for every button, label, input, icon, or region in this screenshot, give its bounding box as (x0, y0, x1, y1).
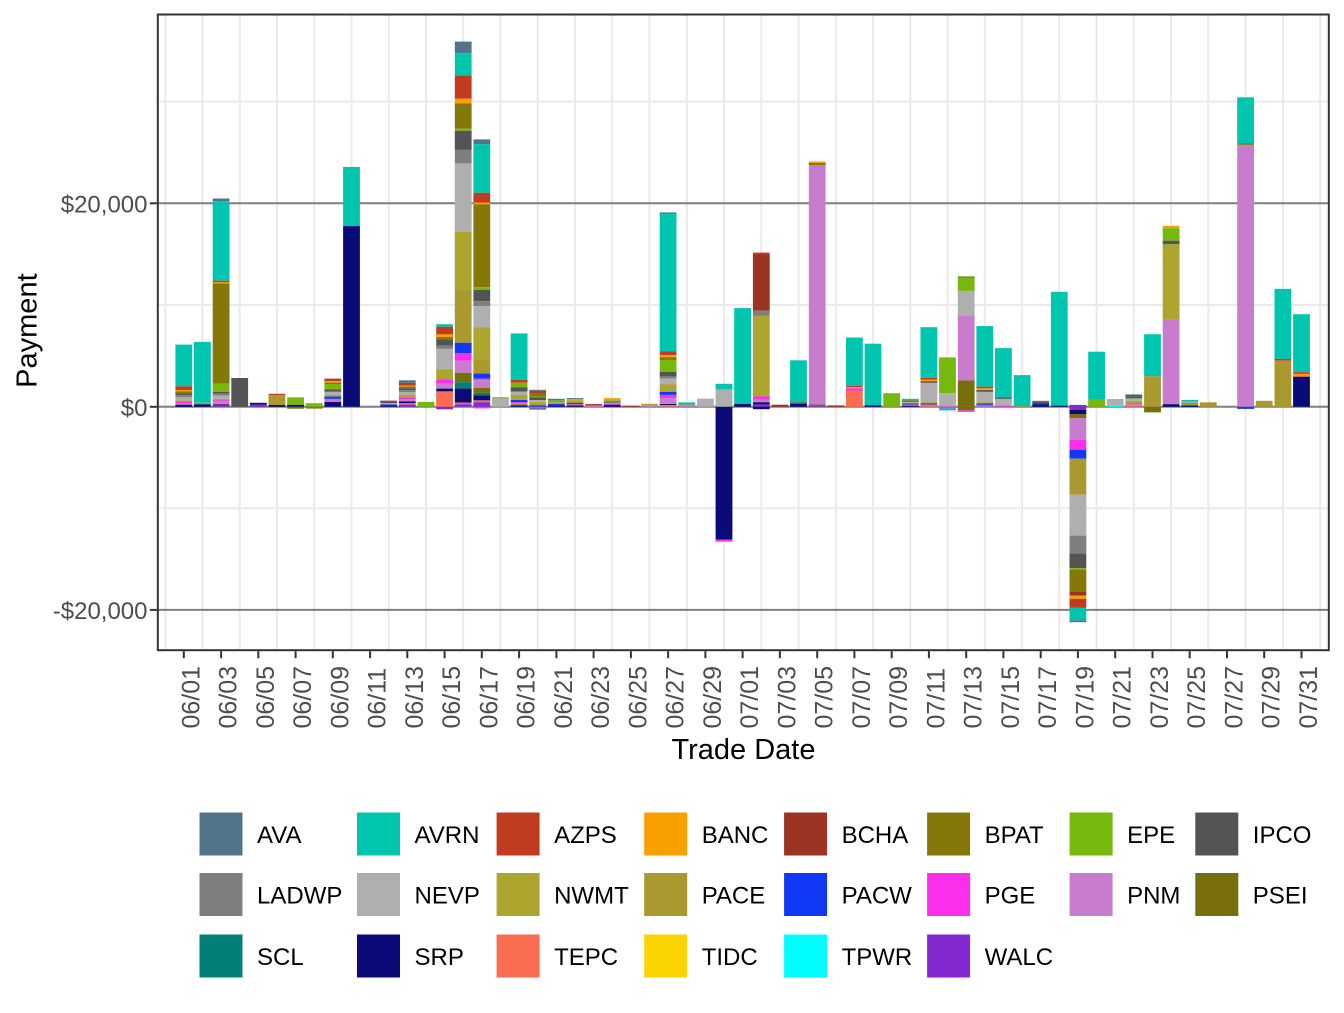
svg-text:06/03: 06/03 (215, 666, 243, 729)
svg-text:06/13: 06/13 (401, 666, 429, 729)
svg-text:06/01: 06/01 (177, 666, 205, 729)
svg-text:AVRN: AVRN (415, 822, 480, 849)
svg-text:07/19: 07/19 (1071, 666, 1099, 729)
svg-text:PGE: PGE (985, 883, 1036, 910)
svg-text:WALC: WALC (985, 944, 1053, 971)
svg-text:BPAT: BPAT (985, 822, 1044, 849)
svg-text:LADWP: LADWP (257, 883, 342, 910)
svg-text:06/21: 06/21 (550, 666, 578, 729)
svg-text:06/07: 06/07 (289, 666, 317, 729)
svg-text:Payment: Payment (12, 273, 44, 387)
svg-text:07/27: 07/27 (1221, 666, 1249, 729)
svg-text:07/15: 07/15 (997, 666, 1025, 729)
svg-text:PACW: PACW (842, 883, 913, 910)
svg-text:06/25: 06/25 (624, 666, 652, 729)
svg-text:PACE: PACE (702, 883, 766, 910)
svg-text:07/17: 07/17 (1034, 666, 1062, 729)
svg-text:06/11: 06/11 (364, 668, 392, 729)
svg-text:Trade Date: Trade Date (672, 734, 816, 766)
svg-text:07/03: 07/03 (773, 666, 801, 729)
svg-text:PSEI: PSEI (1253, 883, 1308, 910)
svg-text:BCHA: BCHA (842, 822, 909, 849)
svg-text:PNM: PNM (1127, 883, 1180, 910)
svg-text:TIDC: TIDC (702, 944, 758, 971)
svg-text:06/19: 06/19 (513, 666, 541, 729)
svg-text:06/05: 06/05 (252, 666, 280, 729)
svg-text:07/01: 07/01 (736, 666, 764, 729)
svg-text:07/25: 07/25 (1183, 666, 1211, 729)
svg-text:AZPS: AZPS (554, 822, 617, 849)
svg-text:$0: $0 (121, 395, 148, 422)
svg-text:07/29: 07/29 (1258, 666, 1286, 729)
svg-text:EPE: EPE (1127, 822, 1175, 849)
svg-text:NWMT: NWMT (554, 883, 629, 910)
svg-text:06/23: 06/23 (587, 666, 615, 729)
svg-text:07/13: 07/13 (960, 666, 988, 729)
svg-text:AVA: AVA (257, 822, 301, 849)
svg-text:07/11: 07/11 (922, 668, 950, 729)
svg-text:BANC: BANC (702, 822, 769, 849)
svg-text:07/05: 07/05 (811, 666, 839, 729)
svg-text:-$20,000: -$20,000 (53, 598, 148, 625)
svg-text:NEVP: NEVP (415, 883, 480, 910)
svg-text:06/09: 06/09 (326, 666, 354, 729)
svg-text:07/31: 07/31 (1295, 666, 1323, 729)
svg-text:06/17: 06/17 (475, 666, 503, 729)
svg-text:06/27: 06/27 (662, 666, 690, 729)
svg-text:07/07: 07/07 (848, 666, 876, 729)
svg-text:IPCO: IPCO (1253, 822, 1312, 849)
svg-text:06/15: 06/15 (438, 666, 466, 729)
svg-text:06/29: 06/29 (699, 666, 727, 729)
svg-text:$20,000: $20,000 (61, 191, 148, 218)
svg-text:SRP: SRP (415, 944, 464, 971)
svg-text:07/09: 07/09 (885, 666, 913, 729)
svg-text:07/21: 07/21 (1109, 666, 1137, 729)
svg-text:07/23: 07/23 (1146, 666, 1174, 729)
svg-text:TEPC: TEPC (554, 944, 618, 971)
svg-text:SCL: SCL (257, 944, 304, 971)
svg-text:TPWR: TPWR (842, 944, 913, 971)
